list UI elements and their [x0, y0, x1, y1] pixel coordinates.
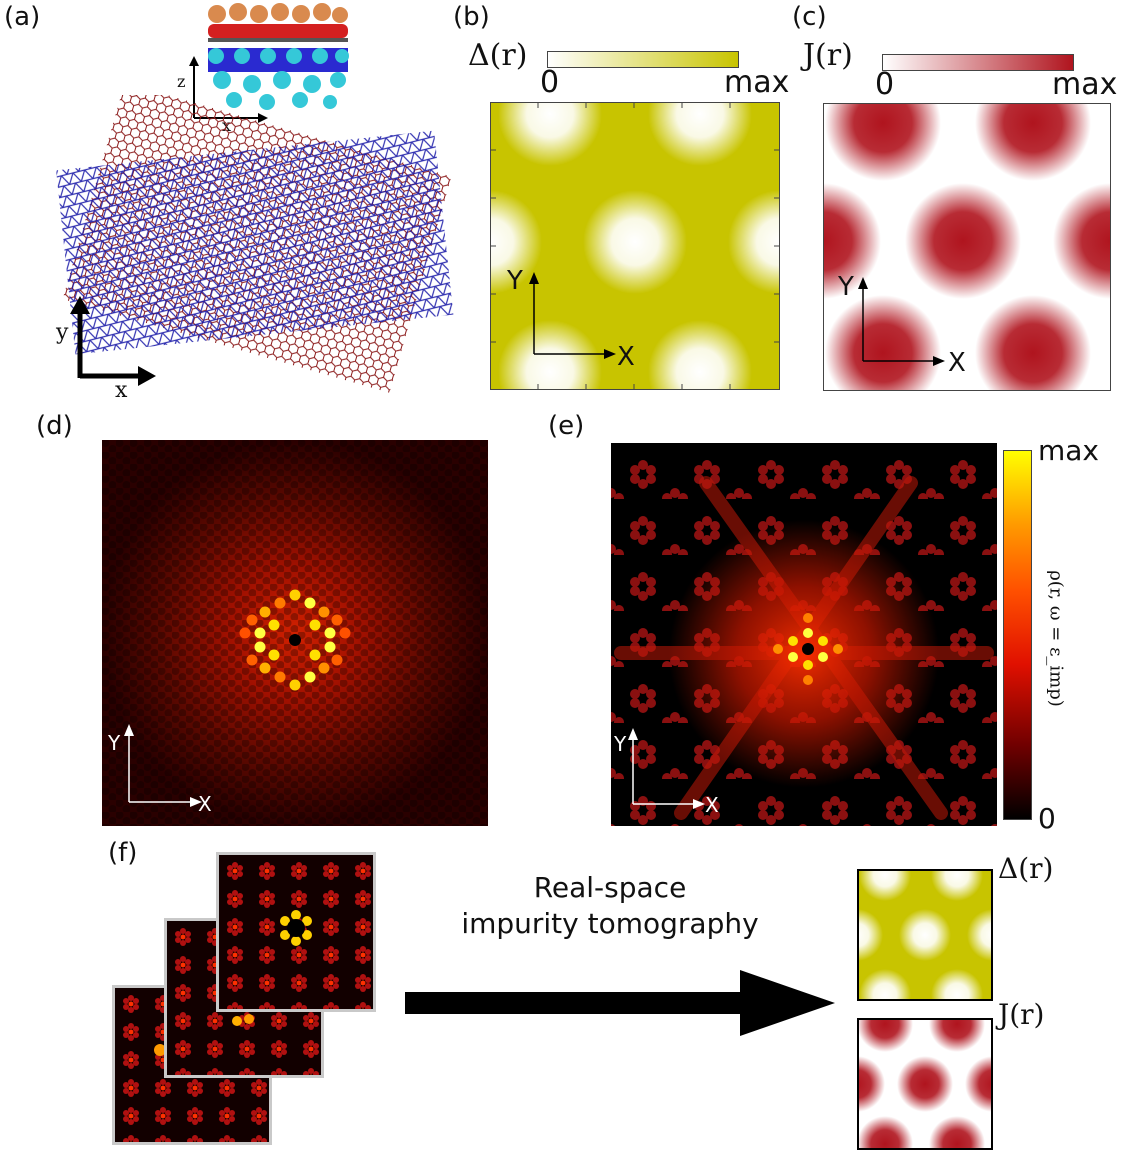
output-delta-label: Δ(r) [998, 852, 1054, 885]
panel-e-cb-min: 0 [1038, 802, 1056, 835]
ldos-map-e [611, 443, 997, 826]
layer-side-view-inset [189, 3, 349, 123]
panel-c-label: (c) [792, 2, 827, 32]
panel-e-colorbar [1003, 450, 1032, 820]
twisted-bilayer-lattice [56, 95, 454, 393]
tomography-arrow [405, 970, 835, 1036]
panel-e-cb-max: max [1038, 434, 1100, 467]
red-atom-row [208, 24, 348, 38]
panel-e-x-label: X [705, 793, 719, 817]
delta-map [490, 102, 780, 390]
output-delta-map [857, 869, 993, 1001]
tomography-slice-3 [216, 852, 376, 1012]
caption-line-2: impurity tomography [461, 907, 759, 940]
panel-b-x-label: X [617, 342, 635, 372]
panel-f-label: (f) [108, 838, 138, 868]
panel-a-axes [70, 296, 156, 386]
panel-b-y-label: Y [507, 266, 523, 296]
panel-c-x-label: X [948, 348, 966, 378]
panel-c-quantity: J(r) [803, 38, 853, 73]
panel-b-cb-min: 0 [540, 65, 560, 100]
panel-e-cb-title: ρ(r, ω = ε_imp) [1045, 570, 1067, 707]
panel-c-colorbar [882, 54, 1074, 71]
panel-d-x-label: X [198, 792, 212, 816]
panel-b-quantity: Δ(r) [468, 38, 528, 73]
blue-atom-layer [208, 48, 349, 110]
top-atom-row [208, 3, 348, 23]
panel-c-cb-min: 0 [875, 67, 895, 102]
panel-c-y-label: Y [838, 272, 854, 302]
output-j-map [857, 1018, 993, 1150]
panel-b-colorbar [547, 51, 739, 68]
tomography-caption: Real-space impurity tomography [410, 870, 810, 942]
inset-z-label: z [177, 72, 186, 91]
bright-center-dots-e [773, 613, 843, 685]
panel-d-y-label: Y [108, 731, 121, 755]
ldos-map-d [102, 440, 488, 826]
panel-a-y-label: y [56, 320, 69, 345]
panel-e-label: (e) [548, 411, 585, 441]
caption-line-1: Real-space [533, 871, 687, 904]
j-map [823, 103, 1111, 391]
panel-c-cb-max: max [1052, 67, 1118, 102]
blue-layer [56, 130, 454, 355]
panel-e-y-label: Y [614, 732, 627, 756]
panel-b-cb-max: max [724, 65, 790, 100]
panel-a-x-label: x [115, 378, 128, 403]
bright-center-dots [239, 589, 351, 691]
panel-a-label: (a) [4, 2, 41, 32]
panel-d-label: (d) [36, 411, 73, 441]
output-j-label: J(r) [998, 998, 1045, 1031]
panel-b-label: (b) [453, 2, 490, 32]
